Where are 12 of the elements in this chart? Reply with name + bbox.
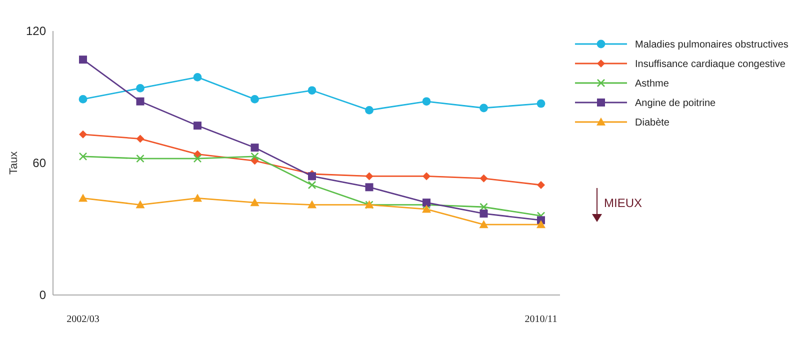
y-tick-label: 120 bbox=[26, 24, 46, 38]
text: Maladies pulmonaires obstructives bbox=[635, 40, 788, 50]
text: Angine de poitrine bbox=[635, 98, 716, 109]
text: MIEUX bbox=[604, 196, 642, 210]
text: Insuffisance cardiaque congestive bbox=[635, 59, 786, 70]
text: Diabète bbox=[635, 118, 670, 128]
y-tick-label: 0 bbox=[39, 288, 46, 302]
x-tick-label: 2010/11 bbox=[524, 314, 558, 325]
text: Asthme bbox=[635, 78, 670, 90]
y-tick-label: 60 bbox=[32, 156, 46, 170]
y-axis-title: Taux bbox=[8, 150, 20, 175]
x-tick-label: 2002/03 bbox=[66, 314, 100, 325]
